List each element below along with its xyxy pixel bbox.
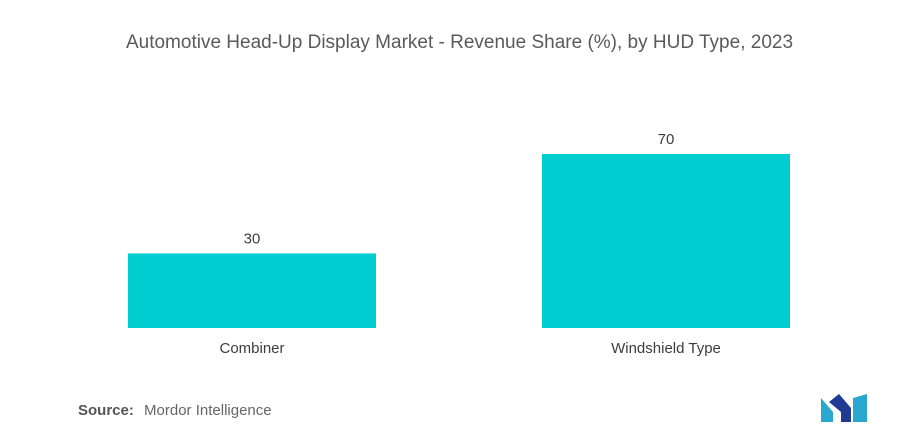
- source-value: Mordor Intelligence: [144, 402, 272, 419]
- chart-title: Automotive Head-Up Display Market - Reve…: [126, 32, 793, 53]
- x-tick-label: Combiner: [219, 340, 284, 357]
- bars-layer: [128, 154, 790, 328]
- bar-combiner: [128, 253, 376, 328]
- bar-windshield-type: [542, 154, 790, 328]
- source-note: Source: Mordor Intelligence: [78, 402, 272, 419]
- value-labels-layer: 30 70: [244, 131, 675, 247]
- x-tick-labels-layer: Combiner Windshield Type: [219, 340, 720, 357]
- value-label: 30: [244, 230, 261, 247]
- value-label: 70: [658, 131, 675, 148]
- mordor-intelligence-logo-icon: [821, 394, 867, 422]
- source-label: Source:: [78, 402, 134, 419]
- x-tick-label: Windshield Type: [611, 340, 721, 357]
